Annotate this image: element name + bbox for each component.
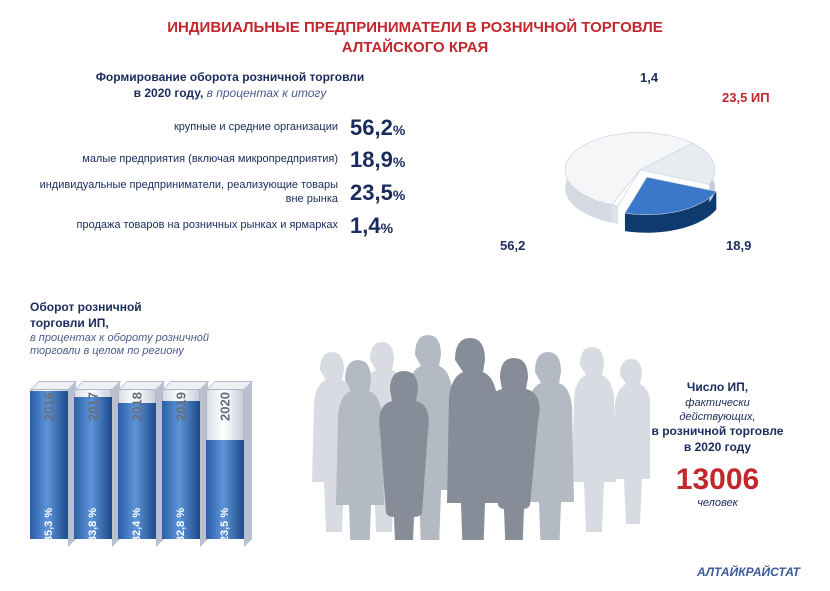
pie-label: 18,9 <box>726 238 751 253</box>
bar-value: 33,8 % <box>87 508 99 542</box>
bar-year: 2018 <box>130 392 145 421</box>
formation-heading-1: Формирование оборота розничной торговли <box>96 70 365 84</box>
bar-year: 2016 <box>42 392 57 421</box>
stat-line3: в розничной торговле в 2020 году <box>652 424 784 454</box>
pie-slice-side <box>612 205 618 224</box>
formation-heading-note: в процентах к итогу <box>207 86 327 100</box>
formation-row: индивидуальные предприниматели, реализую… <box>30 179 430 207</box>
formation-row-label: малые предприятия (включая микропредприя… <box>30 153 350 167</box>
pie-label: 23,5 ИП <box>722 90 770 105</box>
formation-row-value: 18,9% <box>350 147 430 173</box>
stat-block: Число ИП, фактически действующих, в розн… <box>640 380 795 509</box>
bar: 2020 23,5 % <box>206 389 244 539</box>
bars-heading-note: в процентах к обороту розничной торговли… <box>30 332 209 358</box>
bar: 2018 32,4 % <box>118 389 156 539</box>
formation-row-label: продажа товаров на розничных рынках и яр… <box>30 219 350 233</box>
stat-number: 13006 <box>640 463 795 497</box>
formation-heading-2: в 2020 году, <box>134 86 204 100</box>
bar: 2019 32,8 % <box>162 389 200 539</box>
formation-row-value: 1,4% <box>350 213 430 239</box>
stat-line2: фактически действующих, <box>679 397 755 423</box>
bar-year: 2020 <box>218 392 233 421</box>
bar-value: 32,4 % <box>131 508 143 542</box>
bar-side <box>244 381 252 547</box>
footer-source: АЛТАЙКРАЙСТАТ <box>697 565 800 579</box>
pie-label: 1,4 <box>640 70 658 85</box>
bars-heading-bold: Оборот розничной торговли ИП, <box>30 300 142 330</box>
bars-section: Оборот розничной торговли ИП, в процента… <box>30 300 290 539</box>
pie-chart: 56,2 18,9 23,5 ИП 1,4 <box>490 70 790 270</box>
bar-value: 32,8 % <box>175 508 187 542</box>
formation-row-value: 23,5% <box>350 180 430 206</box>
bars-heading: Оборот розничной торговли ИП, в процента… <box>30 300 290 359</box>
bar-year: 2019 <box>174 392 189 421</box>
formation-rows: крупные и средние организации56,2%малые … <box>30 115 430 239</box>
stat-unit: человек <box>640 497 795 509</box>
formation-row-label: крупные и средние организации <box>30 121 350 135</box>
bar-year: 2017 <box>86 392 101 421</box>
page-title: ИНДИВИАЛЬНЫЕ ПРЕДПРИНИМАТЕЛИ В РОЗНИЧНОЙ… <box>0 0 830 57</box>
formation-row-value: 56,2% <box>350 115 430 141</box>
bar-value: 35,3 % <box>43 508 55 542</box>
bar-value: 23,5 % <box>219 508 231 542</box>
pie-label: 56,2 <box>500 238 525 253</box>
formation-section: Формирование оборота розничной торговли … <box>30 70 430 245</box>
title-line2: АЛТАЙСКОГО КРАЯ <box>0 38 830 58</box>
bars-container: 2016 35,3 % 2017 33,8 % 2018 32,4 % 2019 32,8 %… <box>30 369 290 539</box>
people-silhouette-graphic <box>290 300 650 540</box>
bar: 2016 35,3 % <box>30 389 68 539</box>
formation-row-label: индивидуальные предприниматели, реализую… <box>30 179 350 207</box>
stat-line1: Число ИП, <box>687 380 748 394</box>
stat-text: Число ИП, фактически действующих, в розн… <box>640 380 795 455</box>
title-line1: ИНДИВИАЛЬНЫЕ ПРЕДПРИНИМАТЕЛИ В РОЗНИЧНОЙ… <box>0 18 830 38</box>
formation-row: продажа товаров на розничных рынках и яр… <box>30 213 430 239</box>
formation-row: малые предприятия (включая микропредприя… <box>30 147 430 173</box>
bar: 2017 33,8 % <box>74 389 112 539</box>
formation-heading: Формирование оборота розничной торговли … <box>30 70 430 101</box>
formation-row: крупные и средние организации56,2% <box>30 115 430 141</box>
